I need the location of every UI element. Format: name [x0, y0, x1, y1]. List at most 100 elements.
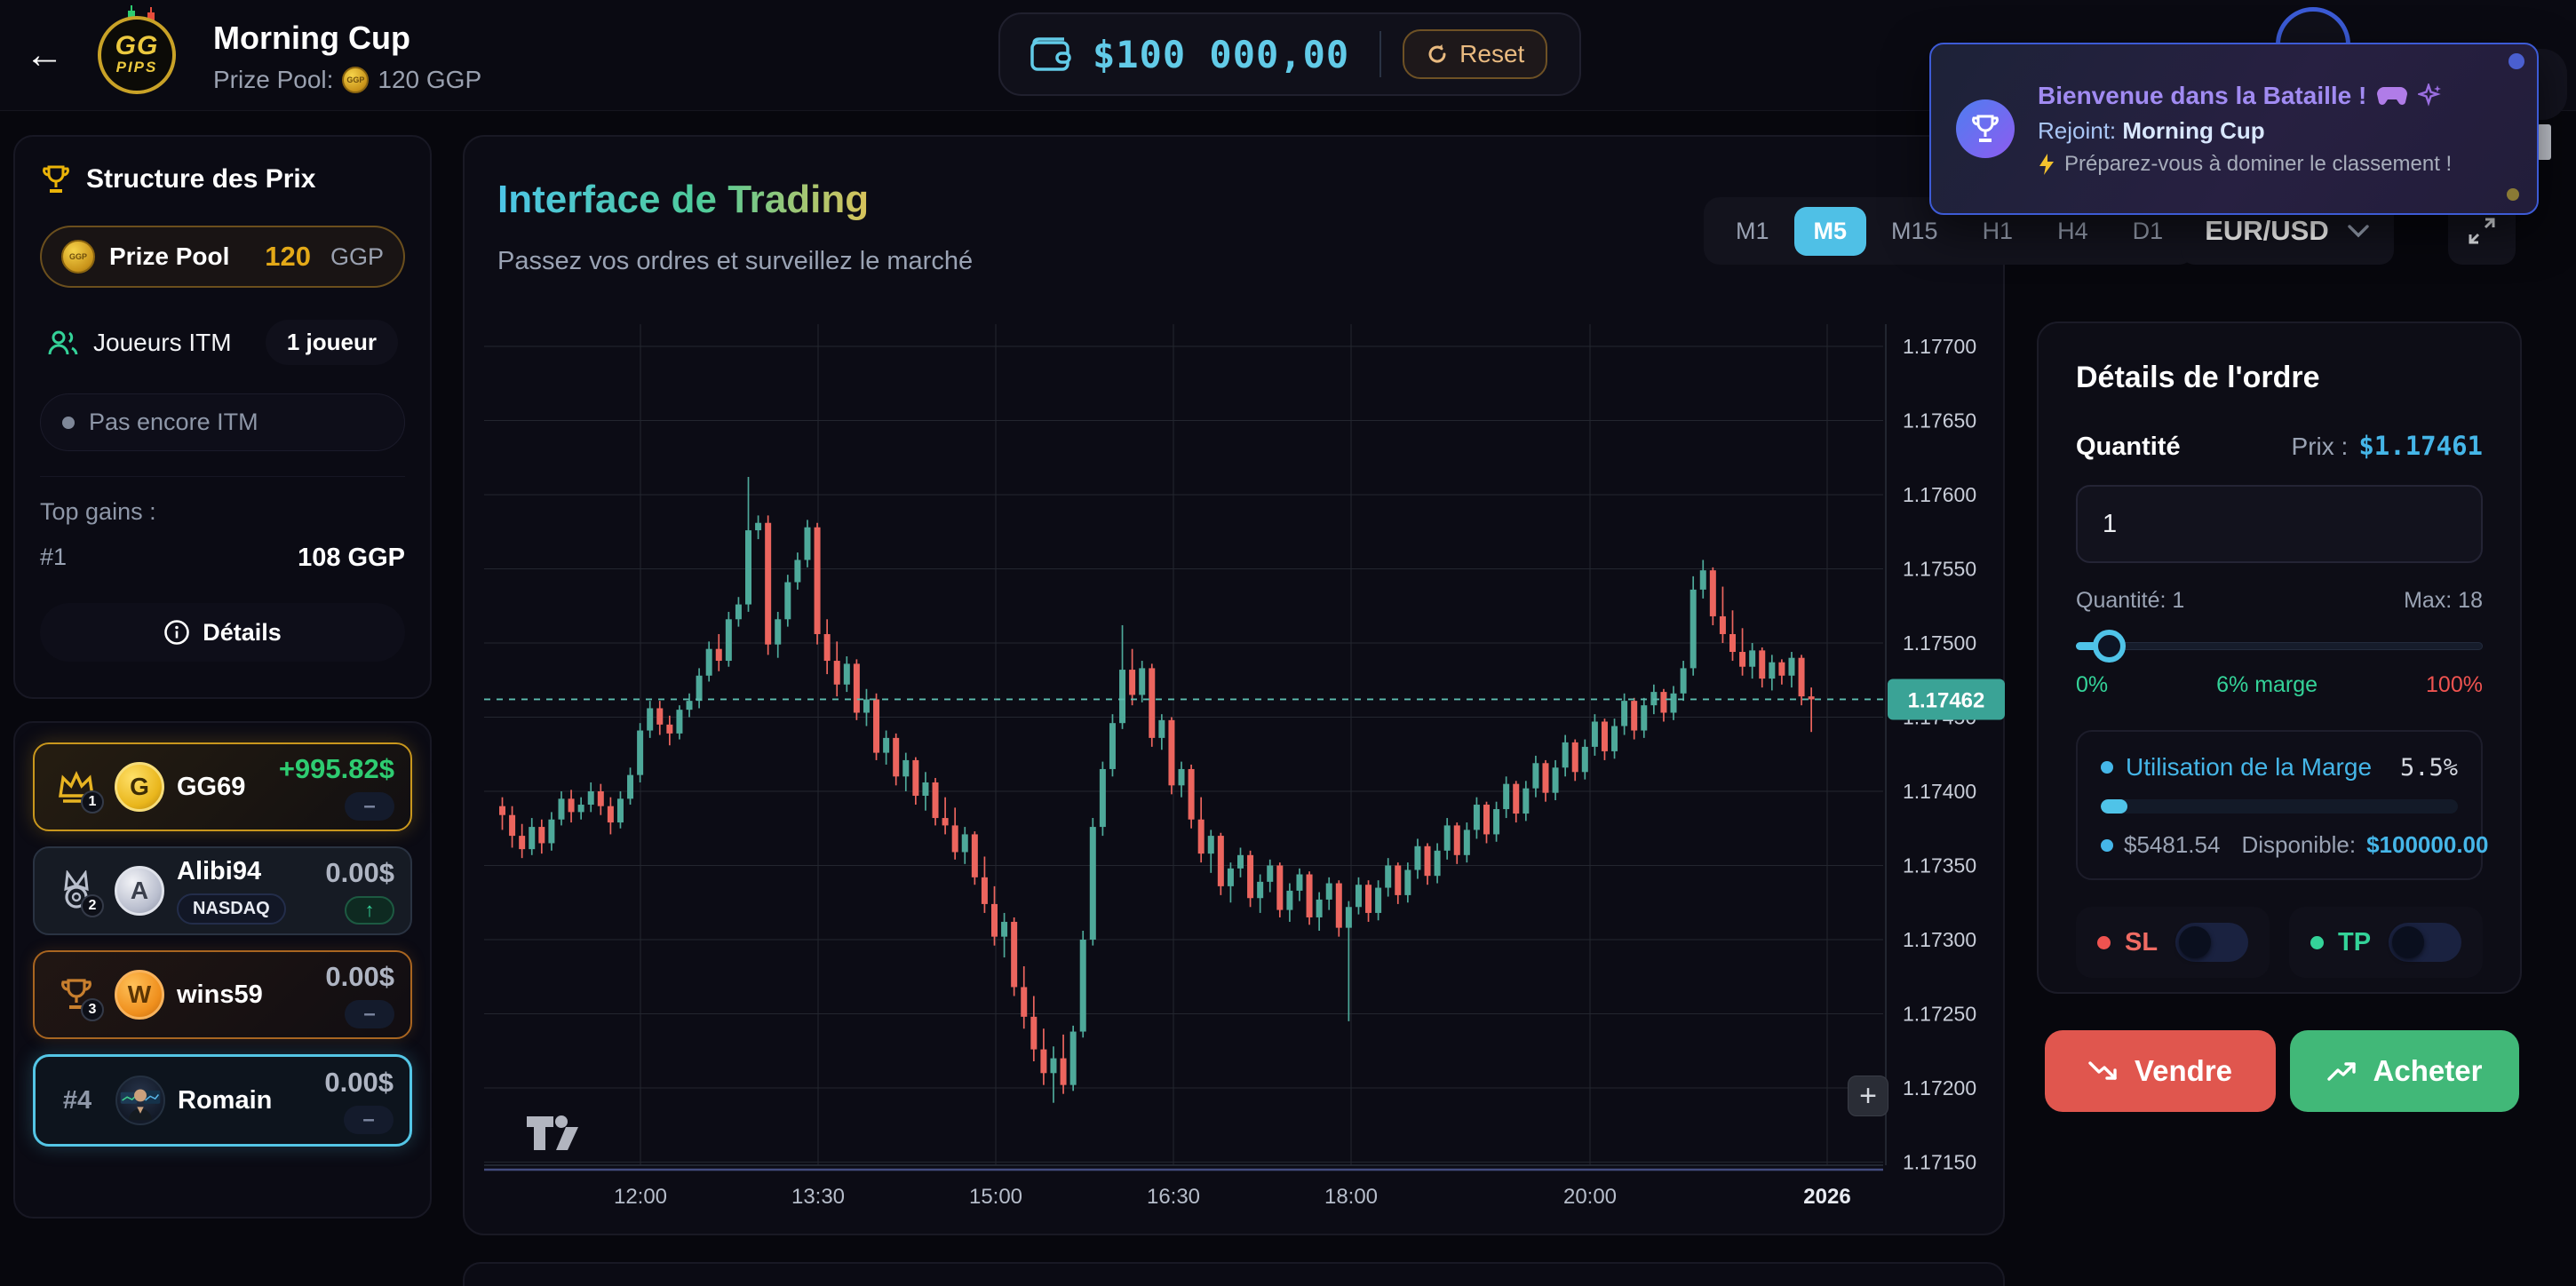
chevron-down-icon	[2348, 225, 2369, 238]
margin-usage-box: Utilisation de la Marge 5.5% $5481.54 Di…	[2076, 730, 2488, 880]
info-icon	[164, 620, 190, 645]
quantity-label: Quantité	[2076, 433, 2181, 461]
players-icon	[48, 330, 78, 354]
player-name: Romain	[178, 1085, 273, 1115]
player-gain: 0.00$	[324, 1067, 394, 1098]
logo-text-gg: GG	[115, 31, 159, 60]
range-max-label: 100%	[2426, 672, 2483, 697]
quantity-slider[interactable]	[2076, 630, 2483, 663]
price-tick-label: 1.17500	[1903, 631, 1976, 655]
toast-joined-label: Rejoint:	[2038, 116, 2117, 144]
candlestick-chart[interactable]: 1.17700 1.17650 1.17600 1.17550 1.17500 1.174…	[484, 324, 2008, 1217]
axes-layer: 1.17700 1.17650 1.17600 1.17550 1.17500 1.174…	[484, 324, 1976, 1209]
current-price-tag-label: 1.17462	[1908, 688, 1985, 712]
toast-indicator-dot	[2508, 53, 2524, 69]
player-gain: 0.00$	[325, 857, 394, 888]
avatar-photo	[115, 1076, 165, 1125]
sparkles-icon	[2418, 83, 2442, 107]
buy-button-label: Acheter	[2373, 1054, 2483, 1087]
timeframe-m5[interactable]: M5	[1793, 206, 1867, 256]
player-name: Alibi94	[177, 857, 262, 885]
prize-pool-amount: 120	[265, 241, 311, 272]
prize-pool-row: Prize Pool 120 GGP	[40, 226, 405, 288]
sl-toggle[interactable]	[2175, 923, 2248, 962]
top-gains-value: 108 GGP	[298, 544, 405, 572]
chart-title: Interface de Trading	[497, 178, 870, 221]
time-tick-label: 20:00	[1563, 1185, 1617, 1209]
chart-zoom-in-button[interactable]: +	[1848, 1076, 1888, 1116]
leaderboard-row-2[interactable]: 2 A Alibi94 NASDAQ 0.00$ ↑	[33, 846, 412, 935]
timeframe-h1[interactable]: H1	[1982, 217, 2014, 244]
tp-toggle-knob	[2392, 926, 2424, 958]
rank-1-crown-icon: 1	[51, 758, 104, 815]
not-itm-row: Pas encore ITM	[40, 393, 405, 451]
price-tick-label: 1.17150	[1903, 1151, 1976, 1174]
lightning-icon	[2039, 153, 2054, 175]
back-button[interactable]: ←	[25, 33, 64, 76]
hidden-control-sliver	[2537, 124, 2551, 160]
margin-progress-fill	[2101, 799, 2127, 814]
toast-indicator-dot-2	[2507, 188, 2519, 201]
prize-pool-value: 120 GGP	[378, 66, 482, 93]
take-profit-pill: TP	[2289, 907, 2483, 978]
rank-2-medal-icon: 2	[51, 862, 104, 919]
sell-button[interactable]: Vendre	[2045, 1030, 2276, 1112]
quantity-input[interactable]	[2076, 485, 2483, 563]
timeframe-m15[interactable]: M15	[1891, 217, 1938, 244]
timeframe-h4[interactable]: H4	[2057, 217, 2088, 244]
price-tick-label: 1.17600	[1903, 483, 1976, 506]
prize-pool-label: Prize Pool:	[213, 66, 334, 93]
margin-title: Utilisation de la Marge	[2126, 753, 2373, 781]
logo-text-pips: PIPS	[115, 59, 158, 75]
details-button-label: Détails	[203, 618, 282, 646]
reset-label: Reset	[1459, 40, 1525, 67]
tp-dot-icon	[2310, 935, 2324, 949]
top-gains-rank: #1	[40, 544, 68, 570]
wallet-balance-pill: $100 000,00 Reset	[998, 12, 1581, 96]
price-tick-label: 1.17350	[1903, 854, 1976, 877]
margin-progress-bar	[2101, 799, 2458, 814]
time-tick-label: 13:30	[791, 1185, 845, 1209]
buy-button[interactable]: Acheter	[2290, 1030, 2519, 1112]
details-button[interactable]: Détails	[40, 603, 405, 662]
reset-button[interactable]: Reset	[1403, 29, 1548, 79]
symbol-label: EUR/USD	[2205, 215, 2329, 246]
toast-subtitle: Préparez-vous à dominer le classement !	[2064, 151, 2453, 176]
price-label: Prix :	[2291, 433, 2349, 460]
order-details-panel: Détails de l'ordre Quantité Prix : $1.17…	[2037, 322, 2522, 994]
prize-pool-subtitle: Prize Pool: 120 GGP	[213, 66, 481, 94]
slider-knob[interactable]	[2092, 630, 2126, 663]
players-itm-row: Joueurs ITM 1 joueur	[40, 314, 405, 370]
trophy-icon	[43, 165, 69, 193]
reset-icon	[1428, 44, 1446, 63]
range-mid-label: 6% marge	[2216, 672, 2318, 697]
leaderboard-row-1[interactable]: 1 G GG69 +995.82$ –	[33, 742, 412, 831]
timeframe-d1[interactable]: D1	[2132, 217, 2164, 244]
wallet-icon	[1030, 37, 1071, 71]
timeframe-m1[interactable]: M1	[1736, 217, 1769, 244]
coin-icon	[61, 240, 95, 274]
slider-fill	[2076, 642, 2109, 650]
prize-structure-panel: Structure des Prix Prize Pool 120 GGP Jo…	[13, 135, 432, 699]
rank-2-badge: 2	[81, 894, 104, 917]
trend-badge: –	[344, 1106, 394, 1134]
toast-content: Bienvenue dans la Bataille ! Rejoint: Mo…	[2038, 82, 2452, 177]
tp-toggle[interactable]	[2389, 923, 2461, 962]
prize-pool-row-label: Prize Pool	[109, 242, 230, 270]
players-itm-label: Joueurs ITM	[93, 328, 232, 356]
price-tick-label: 1.17700	[1903, 335, 1976, 358]
trend-badge: –	[345, 1000, 394, 1028]
leaderboard-row-4-current-user[interactable]: #4 Romain 0.00$ –	[33, 1054, 412, 1147]
not-itm-label: Pas encore ITM	[89, 409, 258, 435]
order-panel-title: Détails de l'ordre	[2076, 361, 2320, 394]
divider	[40, 476, 405, 477]
slider-track	[2076, 642, 2483, 650]
divider	[1379, 31, 1382, 77]
player-info: Alibi94 NASDAQ	[177, 857, 286, 925]
welcome-toast[interactable]: Bienvenue dans la Bataille ! Rejoint: Mo…	[1929, 43, 2539, 215]
tradingview-watermark-icon	[527, 1115, 578, 1150]
current-price-tag	[1888, 679, 2005, 720]
time-tick-label: 18:00	[1324, 1185, 1378, 1209]
leaderboard-row-3[interactable]: 3 W wins59 0.00$ –	[33, 950, 412, 1039]
status-dot	[62, 416, 75, 429]
